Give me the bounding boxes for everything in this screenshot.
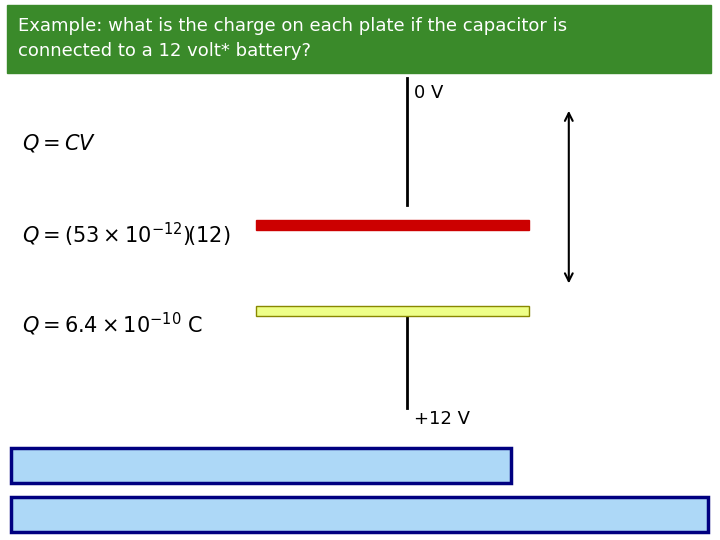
Text: +12 V: +12 V xyxy=(414,409,470,428)
FancyBboxPatch shape xyxy=(256,220,529,229)
Text: $Q = CV$: $Q = CV$ xyxy=(22,132,96,154)
FancyBboxPatch shape xyxy=(11,448,511,483)
Text: $Q = \left(53\times10^{-12}\right)\!\left(12\right)$: $Q = \left(53\times10^{-12}\right)\!\lef… xyxy=(22,221,230,249)
Text: 0 V: 0 V xyxy=(414,84,444,102)
Text: $Q = 6.4\times10^{-10}\ \mathrm{C}$: $Q = 6.4\times10^{-10}\ \mathrm{C}$ xyxy=(22,310,203,338)
FancyBboxPatch shape xyxy=(7,5,711,73)
FancyBboxPatch shape xyxy=(11,497,708,532)
Text: Example: what is the charge on each plate if the capacitor is
connected to a 12 : Example: what is the charge on each plat… xyxy=(18,17,567,60)
FancyBboxPatch shape xyxy=(256,306,529,316)
